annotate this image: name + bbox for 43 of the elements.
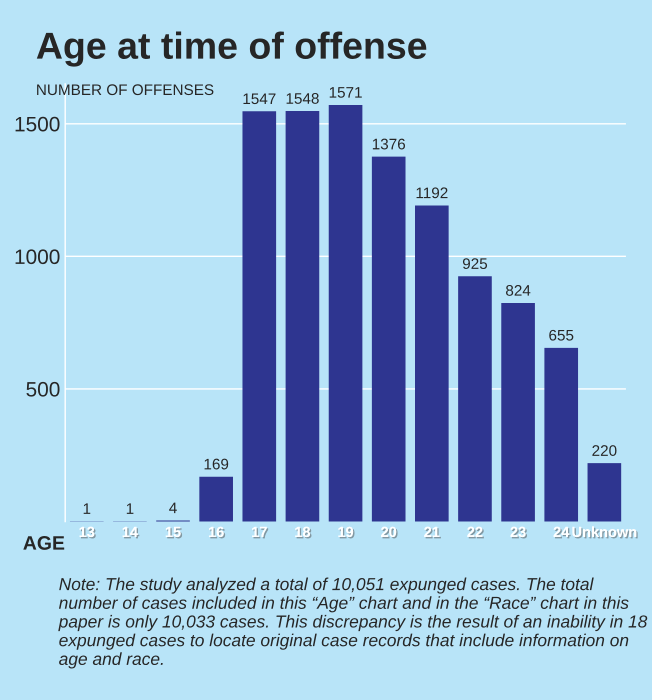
x-tick-label: 20 — [381, 526, 398, 538]
y-tick-label: 1500 — [16, 116, 60, 132]
data-label: 1548 — [286, 93, 319, 104]
data-label: 925 — [462, 258, 488, 270]
x-tick-label: 16 — [208, 526, 226, 538]
data-label: 655 — [549, 330, 574, 341]
data-label: 169 — [204, 458, 228, 470]
text: Note: The study analyzed a total of 10,051 expunged cases. The total number of cases included in this “Age” chart and in the “Race” chart in this paper is only 10,033 cases. This discrepancy is the result of an inability in 18 expunged cases to locate original case records that include information on age and race. — [58, 578, 648, 668]
data-label: 1 — [84, 503, 90, 514]
x-tick-label: 17 — [252, 526, 268, 538]
bar — [415, 205, 449, 522]
data-label: 4 — [169, 502, 177, 514]
x-tick-label: 15 — [166, 526, 182, 538]
x-tick-label: 14 — [122, 526, 140, 538]
x-tick-label: 21 — [424, 526, 441, 538]
bar — [588, 463, 622, 522]
data-label: 824 — [506, 285, 530, 296]
data-label: 1547 — [243, 93, 276, 104]
y-axis-title: NUMBER OF OFFENSES — [37, 84, 214, 96]
x-tick-label: 13 — [80, 526, 96, 538]
x-tick-label: 23 — [510, 526, 528, 538]
data-label: 1 — [126, 503, 134, 514]
y-tick-label: 500 — [26, 382, 60, 397]
bar — [199, 476, 233, 522]
data-label: 220 — [592, 445, 617, 456]
x-tick-label: 24 — [554, 526, 571, 538]
bar — [458, 276, 492, 522]
data-label: 1571 — [330, 87, 362, 98]
data-label: 1192 — [416, 187, 448, 198]
x-tick-label: 18 — [295, 526, 312, 538]
y-tick-label: 1000 — [16, 249, 60, 264]
x-tick-label: Unknown — [572, 526, 638, 538]
bar — [501, 303, 535, 522]
bar — [328, 104, 362, 522]
bar — [544, 348, 578, 522]
chart-title: Age at time of offense — [36, 32, 426, 67]
bar — [372, 156, 406, 522]
bar — [242, 111, 276, 522]
data-label: 1376 — [372, 138, 406, 150]
x-axis-title: AGE — [23, 536, 64, 550]
x-tick-label: 22 — [467, 526, 484, 538]
x-tick-label: 19 — [338, 526, 355, 538]
bar — [286, 111, 320, 522]
